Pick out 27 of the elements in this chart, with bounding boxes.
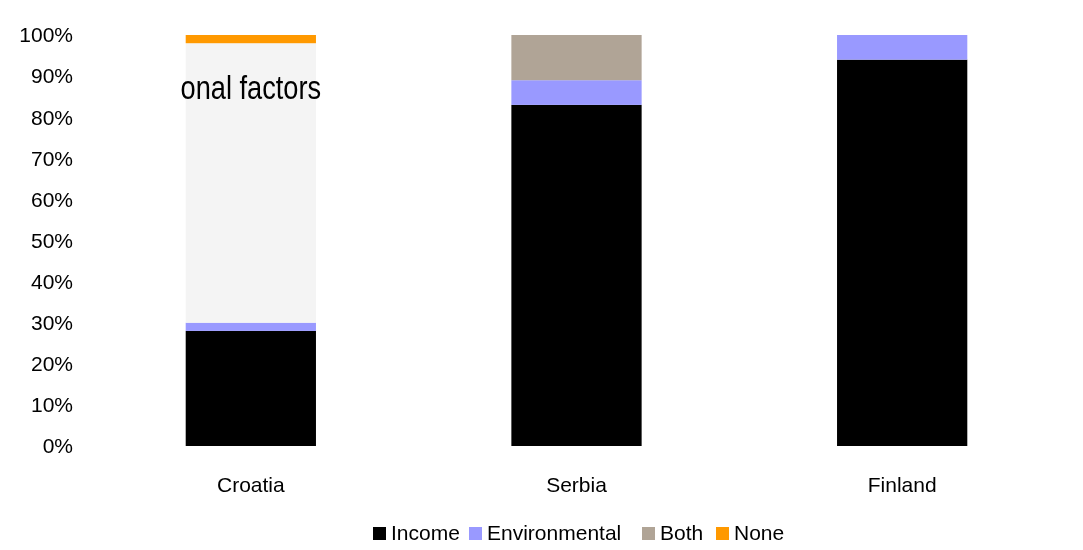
y-tick-label: 0% (42, 434, 73, 458)
legend-label: Income (391, 521, 460, 544)
y-tick-label: 30% (30, 311, 73, 335)
legend-label: Both (660, 521, 704, 544)
bar (511, 35, 642, 81)
legend-label: Environmental (487, 521, 622, 544)
y-tick-label: 10% (30, 393, 73, 417)
y-tick-label: 40% (30, 269, 73, 293)
y-tick-label: 80% (30, 105, 73, 129)
x-tick-label: Croatia (216, 473, 285, 496)
bar (185, 330, 316, 446)
bar (185, 35, 316, 44)
y-tick-label: 100% (19, 23, 73, 47)
bar (837, 59, 968, 446)
y-tick-label: 50% (30, 228, 73, 252)
y-tick-label: 90% (30, 64, 73, 88)
bar (837, 35, 968, 60)
x-tick-label: Serbia (546, 473, 608, 496)
y-tick-label: 70% (30, 146, 73, 170)
y-tick-label: 20% (30, 352, 73, 376)
x-tick-label: Finland (867, 473, 937, 496)
bar (511, 104, 642, 446)
annotation: onal factors (180, 67, 322, 107)
bar (511, 80, 642, 105)
legend-label: None (734, 521, 785, 544)
bar (185, 322, 316, 331)
y-tick-label: 60% (30, 187, 73, 211)
